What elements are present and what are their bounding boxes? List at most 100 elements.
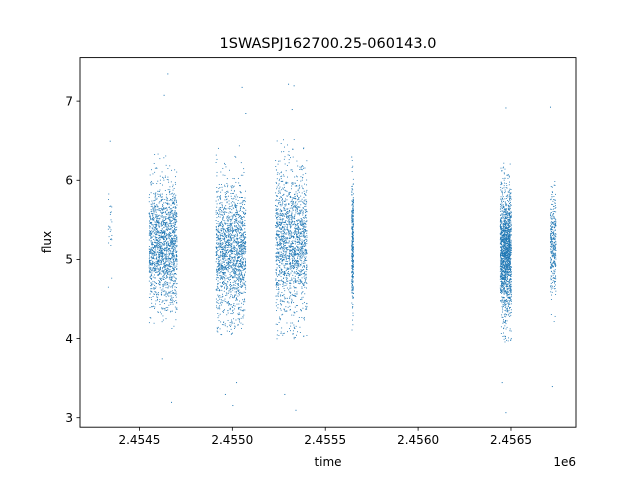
data-point	[150, 277, 152, 279]
data-point	[154, 247, 156, 249]
data-point	[176, 215, 178, 217]
data-point	[235, 297, 237, 299]
data-point	[152, 217, 154, 219]
data-point	[240, 259, 242, 261]
data-point	[168, 276, 170, 278]
data-point	[219, 262, 221, 264]
data-point	[283, 265, 285, 267]
data-point	[171, 298, 173, 300]
data-point	[303, 235, 305, 237]
data-point	[242, 257, 243, 259]
data-point	[299, 243, 300, 245]
data-point	[174, 247, 176, 249]
data-point	[163, 291, 165, 293]
data-point	[226, 228, 228, 229]
data-point	[300, 250, 302, 252]
data-point	[298, 212, 300, 214]
data-point	[156, 237, 158, 238]
data-point	[229, 324, 231, 326]
data-point	[154, 269, 156, 271]
data-point	[352, 238, 354, 240]
data-point	[231, 271, 233, 273]
data-point	[225, 282, 227, 284]
data-point	[225, 234, 226, 236]
data-point	[161, 171, 163, 173]
data-point	[175, 183, 177, 185]
data-point	[236, 286, 238, 288]
data-point	[352, 210, 354, 212]
data-point	[167, 189, 169, 191]
data-point	[296, 224, 298, 226]
data-point	[277, 275, 278, 277]
data-point	[172, 255, 174, 257]
data-point	[234, 236, 236, 237]
data-point	[166, 241, 168, 243]
data-point	[232, 198, 234, 200]
data-point	[291, 253, 293, 255]
data-point	[281, 248, 283, 250]
data-point	[215, 246, 217, 248]
data-point	[176, 236, 178, 238]
data-point	[302, 273, 304, 275]
data-point	[236, 232, 238, 234]
data-point	[155, 233, 157, 235]
data-point	[293, 232, 295, 234]
data-point	[156, 209, 158, 211]
data-point	[221, 324, 223, 326]
data-point	[352, 197, 354, 199]
data-point	[174, 306, 176, 308]
data-point	[351, 246, 353, 248]
data-point	[298, 228, 300, 230]
data-point	[293, 217, 295, 219]
data-point	[158, 196, 160, 197]
data-point	[169, 217, 170, 219]
data-point	[165, 264, 167, 266]
data-point	[220, 171, 222, 173]
data-point	[216, 196, 218, 198]
data-point	[293, 267, 295, 269]
data-point	[235, 261, 237, 263]
data-point	[219, 241, 221, 243]
data-point	[166, 209, 168, 211]
data-point	[167, 293, 169, 295]
data-point	[152, 207, 154, 209]
data-point	[155, 270, 157, 271]
data-point	[234, 308, 236, 310]
data-point	[230, 289, 232, 291]
data-point	[233, 235, 235, 236]
data-point	[149, 276, 151, 278]
data-point	[156, 220, 158, 222]
data-point	[223, 211, 225, 213]
data-point	[234, 274, 236, 276]
data-point	[217, 236, 219, 238]
data-point	[245, 263, 246, 265]
data-point	[171, 278, 173, 280]
data-point	[240, 270, 242, 272]
data-point	[234, 229, 236, 231]
data-point	[243, 301, 245, 303]
data-point	[158, 270, 159, 272]
data-point	[304, 199, 306, 201]
data-point	[174, 242, 176, 244]
data-point	[156, 261, 158, 263]
data-point	[162, 204, 163, 206]
data-point	[282, 253, 284, 255]
data-point	[292, 202, 294, 204]
data-point	[218, 298, 220, 300]
data-point	[275, 255, 277, 257]
data-point	[243, 216, 245, 218]
data-point	[158, 273, 160, 275]
data-point	[163, 217, 165, 219]
data-point	[241, 327, 242, 329]
data-point	[226, 225, 228, 227]
data-point	[149, 222, 151, 224]
data-point	[230, 250, 232, 251]
data-point	[240, 279, 242, 281]
data-point	[229, 249, 231, 251]
data-point	[215, 246, 217, 248]
data-point	[295, 201, 296, 203]
data-point	[240, 283, 241, 285]
data-point	[292, 206, 294, 208]
data-point	[298, 246, 300, 248]
data-point	[295, 241, 297, 243]
